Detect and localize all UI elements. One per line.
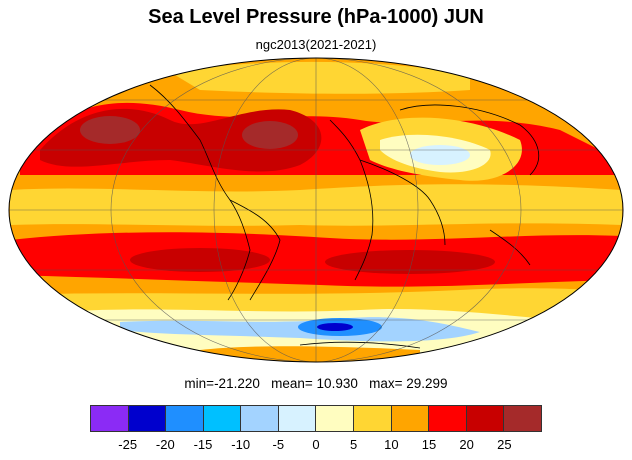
colorbar-box xyxy=(466,406,505,431)
colorbar-box xyxy=(166,406,204,431)
coastlines xyxy=(149,84,539,349)
antarctic-orange xyxy=(200,346,420,362)
colorbar-tick-label: 15 xyxy=(421,437,437,452)
colorbar-tick-label: 0 xyxy=(312,437,320,452)
pacific-core xyxy=(80,116,140,144)
colorbar-box xyxy=(203,406,242,431)
asia-low xyxy=(410,145,470,165)
globe-outline xyxy=(8,57,624,363)
colorbar-box xyxy=(391,406,430,431)
colorbar-tick-label: 10 xyxy=(384,437,399,452)
colorbar-tick-label: -15 xyxy=(193,437,213,452)
atlantic-core xyxy=(242,121,298,149)
colorbar-tick-label: -25 xyxy=(118,437,138,452)
stats-max: 29.299 xyxy=(406,376,448,391)
colorbar-labels: -25 -20 -15 -10 -5 0 5 10 15 20 25 xyxy=(0,437,632,455)
colorbar-tick-label: -20 xyxy=(155,437,175,452)
world-map xyxy=(8,57,624,363)
colorbar-box xyxy=(504,406,541,431)
chart-title: Sea Level Pressure (hPa-1000) JUN xyxy=(148,6,484,28)
colorbar-box xyxy=(429,406,467,431)
colorbar xyxy=(90,405,542,432)
colorbar-tick-label: 25 xyxy=(497,437,512,452)
colorbar-box xyxy=(241,406,279,431)
colorbar-box xyxy=(128,406,167,431)
graticule xyxy=(9,58,623,362)
south-indian-high xyxy=(325,250,495,274)
colorbar-box xyxy=(354,406,392,431)
southern-low-core xyxy=(317,323,353,331)
colorbar-box xyxy=(91,406,129,431)
stats-max-label: max= xyxy=(369,376,403,391)
colorbar-tick-label: -5 xyxy=(272,437,285,452)
colorbar-tick-label: 20 xyxy=(459,437,474,452)
stats-line: min=-21.220 mean= 10.930 max= 29.299 xyxy=(0,376,632,391)
stats-min-label: min= xyxy=(184,376,215,391)
colorbar-box xyxy=(316,406,355,431)
stats-min: -21.220 xyxy=(214,376,260,391)
stats-mean: 10.930 xyxy=(316,376,358,391)
south-pacific-high xyxy=(130,248,270,272)
pressure-field xyxy=(9,58,623,362)
chart-subtitle: ngc2013(2021-2021) xyxy=(255,37,377,52)
colorbar-tick-label: -10 xyxy=(231,437,251,452)
colorbar-box xyxy=(278,406,317,431)
stats-mean-label: mean= xyxy=(271,376,313,391)
colorbar-tick-label: 5 xyxy=(350,437,358,452)
